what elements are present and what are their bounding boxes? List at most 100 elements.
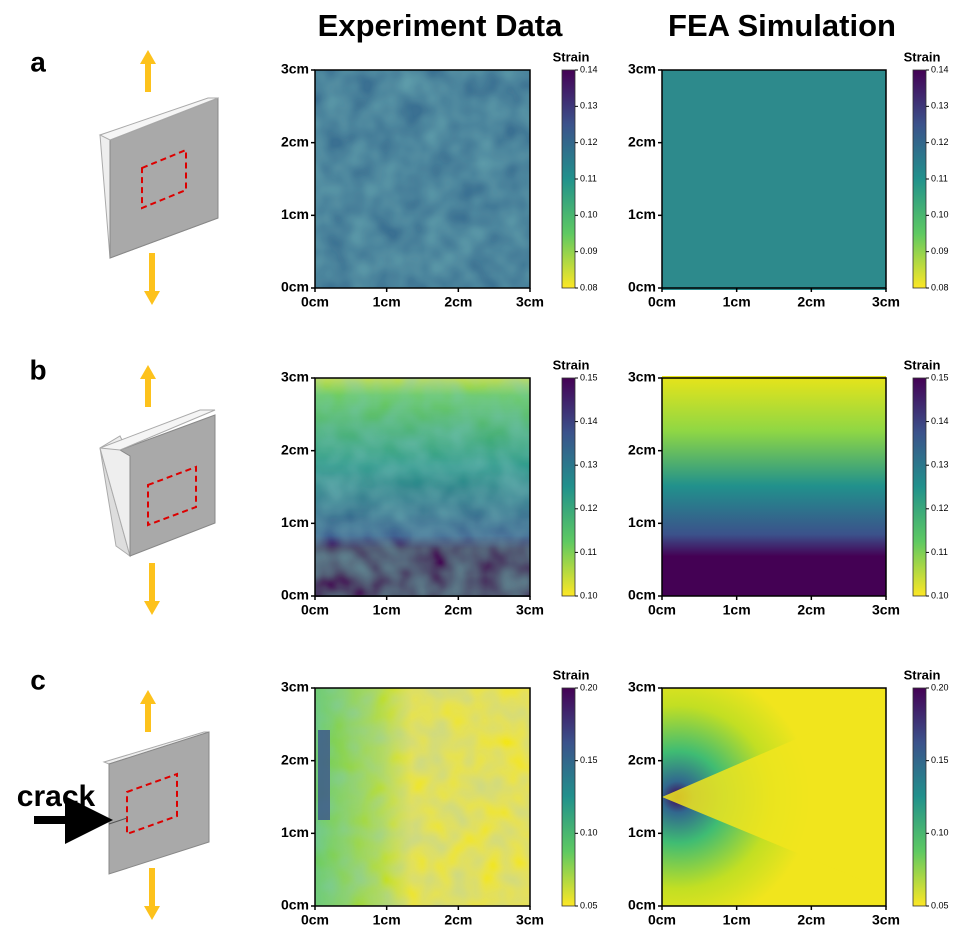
colorbar-tick-label: 0.10 [580, 210, 598, 220]
specimen-icon [100, 365, 215, 615]
colorbar-tick-label: 0.12 [931, 137, 949, 147]
colorbar [562, 378, 575, 596]
x-tick-label: 3cm [872, 602, 900, 618]
colorbar [562, 70, 575, 288]
y-tick-label: 3cm [628, 369, 656, 385]
y-tick-label: 0cm [281, 587, 309, 603]
colorbar-tick-label: 0.13 [931, 101, 949, 111]
x-tick-label: 0cm [648, 294, 676, 310]
x-tick-label: 3cm [872, 294, 900, 310]
x-tick-label: 0cm [301, 602, 329, 618]
colorbar-label: Strain [904, 357, 941, 372]
y-tick-label: 1cm [628, 206, 656, 222]
x-tick-label: 0cm [648, 912, 676, 928]
colorbar-tick-label: 0.20 [580, 682, 598, 692]
colorbar [913, 688, 926, 906]
x-tick-label: 2cm [444, 912, 472, 928]
colorbar-label: Strain [904, 667, 941, 682]
y-tick-label: 1cm [628, 824, 656, 840]
colorbar-tick-label: 0.10 [580, 828, 598, 838]
colorbar-tick-label: 0.12 [580, 503, 598, 513]
x-tick-label: 3cm [516, 294, 544, 310]
x-tick-label: 1cm [723, 294, 751, 310]
crack-label: crack [17, 780, 96, 813]
colorbar-tick-label: 0.14 [931, 64, 949, 74]
row-label: b [29, 354, 46, 385]
x-tick-label: 1cm [723, 602, 751, 618]
colorbar-tick-label: 0.13 [931, 460, 949, 470]
row-label: c [30, 664, 46, 695]
column-title: Experiment Data [318, 8, 563, 43]
heatmap-image [315, 688, 530, 906]
y-tick-label: 2cm [628, 751, 656, 767]
colorbar-tick-label: 0.15 [931, 755, 949, 765]
y-tick-label: 1cm [281, 514, 309, 530]
x-tick-label: 3cm [872, 912, 900, 928]
y-tick-label: 0cm [628, 587, 656, 603]
colorbar-tick-label: 0.15 [580, 372, 598, 382]
specimen-icon [100, 50, 218, 305]
heatmap-image [315, 378, 530, 597]
x-tick-label: 3cm [516, 602, 544, 618]
colorbar [562, 688, 575, 906]
colorbar-tick-label: 0.10 [580, 590, 598, 600]
x-tick-label: 0cm [301, 912, 329, 928]
colorbar-tick-label: 0.12 [931, 503, 949, 513]
colorbar-tick-label: 0.11 [931, 547, 948, 557]
colorbar-tick-label: 0.10 [931, 590, 949, 600]
y-tick-label: 2cm [281, 751, 309, 767]
x-tick-label: 2cm [444, 602, 472, 618]
colorbar [913, 378, 926, 596]
colorbar-tick-label: 0.14 [580, 416, 598, 426]
y-tick-label: 3cm [281, 369, 309, 385]
colorbar-tick-label: 0.08 [580, 282, 598, 292]
x-tick-label: 2cm [797, 602, 825, 618]
colorbar-tick-label: 0.08 [931, 282, 949, 292]
colorbar [913, 70, 926, 288]
colorbar-tick-label: 0.09 [931, 246, 949, 256]
y-tick-label: 3cm [628, 61, 656, 77]
colorbar-tick-label: 0.10 [931, 828, 949, 838]
y-tick-label: 1cm [281, 206, 309, 222]
y-tick-label: 2cm [281, 133, 309, 149]
colorbar-tick-label: 0.14 [580, 64, 598, 74]
colorbar-tick-label: 0.14 [931, 416, 949, 426]
x-tick-label: 1cm [723, 912, 751, 928]
x-tick-label: 1cm [373, 294, 401, 310]
colorbar-tick-label: 0.20 [931, 682, 949, 692]
y-tick-label: 0cm [281, 897, 309, 913]
colorbar-tick-label: 0.13 [580, 101, 598, 111]
x-tick-label: 0cm [648, 602, 676, 618]
x-tick-label: 2cm [797, 912, 825, 928]
y-tick-label: 0cm [628, 279, 656, 295]
y-tick-label: 0cm [628, 897, 656, 913]
y-tick-label: 1cm [628, 514, 656, 530]
x-tick-label: 2cm [797, 294, 825, 310]
y-tick-label: 1cm [281, 824, 309, 840]
colorbar-tick-label: 0.11 [580, 173, 597, 183]
colorbar-tick-label: 0.05 [931, 900, 949, 910]
colorbar-tick-label: 0.11 [931, 173, 948, 183]
colorbar-tick-label: 0.15 [931, 372, 949, 382]
colorbar-tick-label: 0.13 [580, 460, 598, 470]
y-tick-label: 2cm [628, 133, 656, 149]
colorbar-label: Strain [904, 49, 941, 64]
colorbar-tick-label: 0.10 [931, 210, 949, 220]
y-tick-label: 3cm [281, 61, 309, 77]
x-tick-label: 3cm [516, 912, 544, 928]
y-tick-label: 3cm [281, 679, 309, 695]
x-tick-label: 2cm [444, 294, 472, 310]
x-tick-label: 1cm [373, 912, 401, 928]
y-tick-label: 0cm [281, 279, 309, 295]
colorbar-tick-label: 0.12 [580, 137, 598, 147]
colorbar-tick-label: 0.15 [580, 755, 598, 765]
heatmap-image [318, 730, 330, 820]
x-tick-label: 1cm [373, 602, 401, 618]
heatmap-image [662, 70, 886, 290]
colorbar-tick-label: 0.05 [580, 900, 598, 910]
row-label: a [30, 46, 46, 77]
column-title: FEA Simulation [668, 8, 896, 43]
colorbar-label: Strain [553, 667, 590, 682]
colorbar-label: Strain [553, 49, 590, 64]
colorbar-tick-label: 0.11 [580, 547, 597, 557]
